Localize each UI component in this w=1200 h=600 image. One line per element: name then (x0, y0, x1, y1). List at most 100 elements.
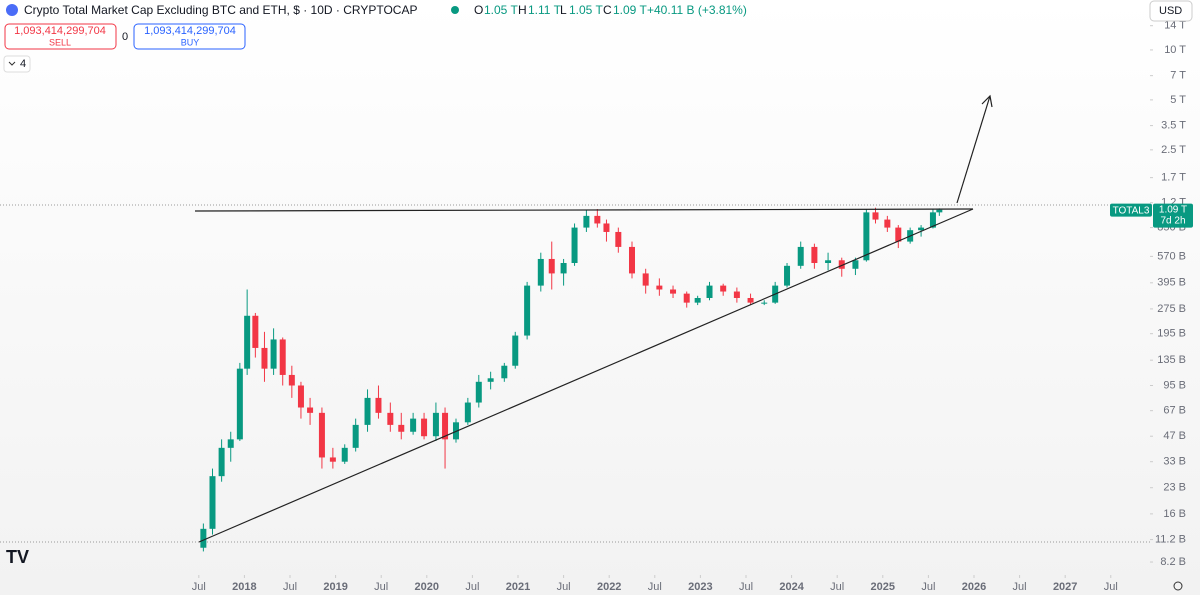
y-tick-label: 47 B (1163, 430, 1186, 442)
candle-body (464, 402, 471, 423)
sell-label[interactable]: SELL (49, 37, 71, 47)
x-tick-label: Jul (739, 581, 753, 593)
x-tick-label: Jul (374, 581, 388, 593)
candle-body (872, 212, 879, 220)
candle-body (475, 381, 482, 403)
candle-body (512, 335, 519, 366)
x-tick-label: 2026 (962, 581, 986, 593)
trend-line (198, 208, 974, 543)
candle-body (432, 412, 439, 437)
c-value: 1.09 T (613, 3, 647, 17)
candle-body (236, 368, 243, 440)
symbol-icon (6, 4, 18, 16)
x-tick-label: Jul (830, 581, 844, 593)
y-tick-label: 7 T (1170, 70, 1186, 82)
candle-body (706, 285, 713, 298)
x-tick-label: 2023 (688, 581, 712, 593)
candle-body (560, 263, 567, 274)
y-tick-label: 8.2 B (1160, 556, 1186, 568)
candle-body (270, 339, 277, 369)
x-tick-label: 2027 (1053, 581, 1077, 593)
candle-body (929, 212, 936, 228)
y-tick-label: 195 B (1157, 328, 1186, 340)
candle-body (364, 397, 371, 425)
candle-body (838, 260, 845, 269)
candle-body (387, 412, 394, 425)
candle-body (288, 374, 295, 386)
buy-price[interactable]: 1,093,414,299,704 (144, 25, 236, 37)
change: +40.11 B (+3.81%) (647, 3, 747, 17)
buy-label[interactable]: BUY (181, 37, 200, 47)
h-value: 1.11 T (528, 3, 562, 17)
tag-countdown: 7d 2h (1160, 215, 1185, 226)
candle-body (537, 258, 544, 286)
candle-body (656, 285, 663, 290)
y-tick-label: 2.5 T (1161, 144, 1186, 156)
x-tick-label: 2024 (779, 581, 804, 593)
x-tick-label: Jul (465, 581, 479, 593)
candle-body (410, 418, 417, 432)
candle-body (825, 260, 832, 264)
tag-symbol: TOTAL3 (1113, 205, 1150, 216)
candle-body (895, 227, 902, 242)
candle-body (524, 285, 531, 336)
candle-body (720, 285, 727, 292)
o-value: 1.05 T (484, 3, 518, 17)
x-tick-label: Jul (921, 581, 935, 593)
candle-body (583, 215, 590, 228)
y-tick-label: 14 T (1164, 20, 1186, 32)
drawings (194, 94, 993, 543)
indicator-toggle[interactable] (3, 55, 31, 73)
x-tick-label: Jul (648, 581, 662, 593)
candle-body (797, 246, 804, 266)
settings-icon[interactable] (1173, 581, 1183, 591)
o-label: O (474, 3, 483, 17)
y-tick-label: 11.2 B (1155, 533, 1186, 545)
candle-body (487, 378, 494, 382)
candle-body (863, 212, 870, 261)
indicator-count[interactable]: 4 (20, 58, 26, 70)
candle-body (218, 447, 225, 477)
candle-body (761, 302, 768, 304)
x-tick-label: 2025 (871, 581, 895, 593)
candle-body (227, 439, 234, 448)
x-tick-label: 2018 (232, 581, 256, 593)
x-tick-label: Jul (192, 581, 206, 593)
x-tick-label: Jul (1013, 581, 1027, 593)
candle-body (733, 291, 740, 298)
x-tick-label: 2022 (597, 581, 621, 593)
candle-body (615, 231, 622, 247)
status-dot (451, 6, 459, 14)
tag-price: 1.09 T (1159, 204, 1187, 215)
x-tick-label: Jul (1104, 581, 1118, 593)
sell-button[interactable] (4, 23, 117, 50)
currency[interactable]: USD (1159, 5, 1182, 17)
chart-title: Crypto Total Market Cap Excluding BTC an… (24, 3, 417, 17)
sell-price[interactable]: 1,093,414,299,704 (14, 25, 106, 37)
currency-button[interactable] (1149, 0, 1193, 22)
candle-body (642, 273, 649, 286)
candle-body (352, 424, 359, 448)
y-tick-label: 10 T (1164, 44, 1186, 56)
candle-body (252, 315, 259, 348)
y-tick-label: 16 B (1163, 508, 1186, 520)
y-tick-label: 570 B (1157, 250, 1186, 262)
candle-body (318, 412, 325, 458)
price-tag: TOTAL3 1.09 T7d 2h (1110, 203, 1193, 228)
candle-body (683, 293, 690, 303)
candle-body (209, 476, 216, 529)
candle-body (297, 385, 304, 408)
candle-body (307, 407, 314, 413)
y-tick-label: 23 B (1163, 482, 1186, 494)
h-label: H (518, 3, 527, 17)
y-tick-label: 5 T (1170, 94, 1186, 106)
x-tick-label: Jul (557, 581, 571, 593)
candle-body (442, 412, 449, 440)
candle-body (200, 528, 207, 548)
resistance-line (194, 208, 974, 212)
candle-body (884, 219, 891, 228)
buy-button[interactable] (133, 23, 246, 50)
